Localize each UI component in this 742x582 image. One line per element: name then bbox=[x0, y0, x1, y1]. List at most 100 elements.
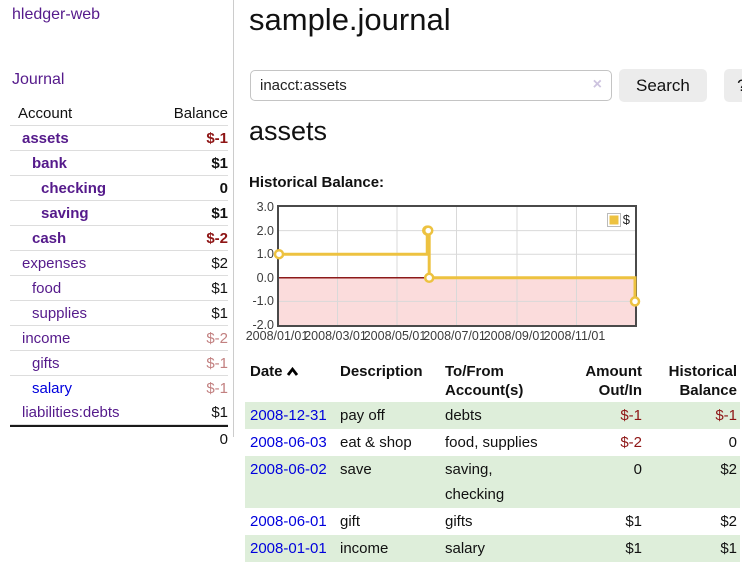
txn-date-cell: 2008-06-02 bbox=[245, 456, 340, 508]
account-name-link[interactable]: gifts bbox=[32, 354, 60, 372]
search-button[interactable]: Search bbox=[619, 69, 707, 102]
txn-balance: $2 bbox=[720, 513, 737, 530]
account-balance: $-1 bbox=[206, 379, 228, 397]
register-column-header: To/From Account(s) bbox=[445, 363, 524, 399]
journal-nav-link[interactable]: Journal bbox=[12, 71, 65, 88]
account-row: food $1 bbox=[10, 276, 228, 301]
legend-swatch-icon bbox=[606, 212, 621, 227]
account-balance: $1 bbox=[211, 403, 228, 421]
account-name-link[interactable]: food bbox=[32, 279, 62, 297]
balance-chart: 3.0 2.0 1.0 0.0 -1.0 -2.0 $ 2008/01/01 2008/03… bbox=[245, 200, 678, 345]
search-form: × Search ? bbox=[250, 69, 742, 102]
x-axis-tick-label: 2008/11/01 bbox=[543, 329, 606, 343]
txn-description: save bbox=[340, 461, 372, 478]
account-row: expenses $2 bbox=[10, 251, 228, 276]
account-name-link[interactable]: cash bbox=[32, 229, 67, 247]
register-header: Date Description To/From Account(s) Amount Ou… bbox=[245, 362, 740, 402]
register-column-header[interactable]: Date bbox=[245, 362, 340, 402]
register-row: 2008-06-02 save saving, checking 0 $2 bbox=[245, 456, 740, 508]
x-axis-tick-label: 2008/07/01 bbox=[423, 329, 486, 343]
account-balance: $-2 bbox=[206, 229, 228, 247]
txn-date-link[interactable]: 2008-06-03 bbox=[250, 434, 327, 451]
chart-title: Historical Balance: bbox=[249, 174, 385, 191]
account-name-link[interactable]: supplies bbox=[32, 304, 88, 322]
y-axis-tick-label: 3.0 bbox=[256, 200, 274, 214]
txn-date-cell: 2008-12-31 bbox=[245, 402, 340, 429]
balance-column-header: Balance bbox=[173, 104, 228, 122]
txn-date-link[interactable]: 2008-12-31 bbox=[250, 407, 327, 424]
help-button[interactable]: ? bbox=[723, 69, 742, 102]
account-row: supplies $1 bbox=[10, 301, 228, 326]
txn-description: eat & shop bbox=[340, 434, 412, 451]
txn-description: gift bbox=[340, 513, 361, 530]
chart-plot: $ bbox=[273, 205, 641, 327]
txn-date-cell: 2008-01-01 bbox=[245, 535, 340, 562]
account-name-link[interactable]: checking bbox=[41, 179, 107, 197]
account-row: liabilities:debts $1 bbox=[10, 400, 228, 425]
account-balance: $1 bbox=[211, 154, 228, 172]
sort-asc-icon bbox=[286, 363, 299, 382]
txn-balance: $-1 bbox=[715, 407, 737, 424]
txn-accounts: salary bbox=[445, 540, 486, 557]
y-axis-tick-label: -1.0 bbox=[252, 294, 274, 309]
account-balance: $1 bbox=[211, 204, 228, 222]
register-row: 2008-01-01 income salary $1 $1 bbox=[245, 535, 740, 562]
account-balance: $2 bbox=[211, 254, 228, 272]
txn-amount: $1 bbox=[625, 540, 642, 557]
account-column-header: Account bbox=[18, 104, 73, 122]
accounts-table: Account Balance assets $-1 bank $1 checking 0… bbox=[10, 101, 228, 452]
account-row: gifts $-1 bbox=[10, 351, 228, 376]
txn-accounts: gifts bbox=[445, 513, 473, 530]
txn-date-link[interactable]: 2008-06-01 bbox=[250, 513, 327, 530]
account-name-link[interactable]: liabilities:debts bbox=[22, 403, 120, 421]
account-row: saving $1 bbox=[10, 201, 228, 226]
account-name-link[interactable]: saving bbox=[41, 204, 89, 222]
register-column-header: Description bbox=[340, 363, 423, 380]
account-row: assets $-1 bbox=[10, 126, 228, 151]
txn-accounts: food, supplies bbox=[445, 434, 538, 451]
account-balance: $1 bbox=[211, 279, 228, 297]
accounts-table-header: Account Balance bbox=[10, 101, 228, 126]
register-row: 2008-06-03 eat & shop food, supplies $-2 0 bbox=[245, 429, 740, 456]
txn-balance: $2 bbox=[720, 461, 737, 478]
y-axis-tick-label: -2.0 bbox=[252, 318, 274, 332]
account-balance: 0 bbox=[219, 179, 228, 197]
txn-date-cell: 2008-06-03 bbox=[245, 429, 340, 456]
txn-amount: $1 bbox=[625, 513, 642, 530]
txn-date-link[interactable]: 2008-01-01 bbox=[250, 540, 327, 557]
app-title-link[interactable]: hledger-web bbox=[12, 6, 101, 23]
account-row: checking 0 bbox=[10, 176, 228, 201]
x-axis-tick-label: 2008/03/01 bbox=[304, 329, 367, 343]
account-row: salary $-1 bbox=[10, 376, 228, 400]
clear-search-icon[interactable]: × bbox=[592, 75, 602, 93]
x-axis-tick-label: 2008/05/01 bbox=[363, 329, 427, 343]
account-name-link[interactable]: expenses bbox=[22, 254, 87, 272]
register-row: 2008-12-31 pay off debts $-1 $-1 bbox=[245, 402, 740, 429]
account-balance: $-2 bbox=[206, 329, 228, 347]
register-row: 2008-06-01 gift gifts $1 $2 bbox=[245, 508, 740, 535]
account-name-link[interactable]: assets bbox=[22, 129, 69, 147]
account-name-link[interactable]: income bbox=[22, 329, 71, 347]
x-axis-tick-label: 2008/01/01 bbox=[245, 329, 309, 343]
txn-description: pay off bbox=[340, 407, 385, 424]
account-row: cash $-2 bbox=[10, 226, 228, 251]
account-name-link[interactable]: salary bbox=[32, 379, 73, 397]
account-name-link[interactable]: bank bbox=[32, 154, 68, 172]
txn-balance: $1 bbox=[720, 540, 737, 557]
accounts-total-value: 0 bbox=[219, 431, 228, 448]
register-column-header: Amount Out/In bbox=[585, 363, 642, 399]
txn-accounts: debts bbox=[445, 407, 482, 424]
accounts-total-row: 0 bbox=[10, 425, 228, 452]
txn-amount: $-1 bbox=[620, 407, 642, 424]
x-axis-tick-label: 2008/09/01 bbox=[483, 329, 547, 343]
register-column-header: Historical Balance bbox=[668, 363, 737, 399]
legend-label: $ bbox=[622, 212, 630, 227]
sidebar: hledger-web Journal Account Balance asse… bbox=[0, 0, 234, 448]
txn-amount: $-2 bbox=[620, 434, 642, 451]
txn-date-cell: 2008-06-01 bbox=[245, 508, 340, 535]
txn-balance: 0 bbox=[728, 434, 737, 451]
search-input[interactable] bbox=[250, 69, 612, 101]
txn-date-link[interactable]: 2008-06-02 bbox=[250, 461, 327, 478]
y-axis-tick-label: 2.0 bbox=[256, 223, 274, 238]
txn-description: income bbox=[340, 540, 389, 557]
